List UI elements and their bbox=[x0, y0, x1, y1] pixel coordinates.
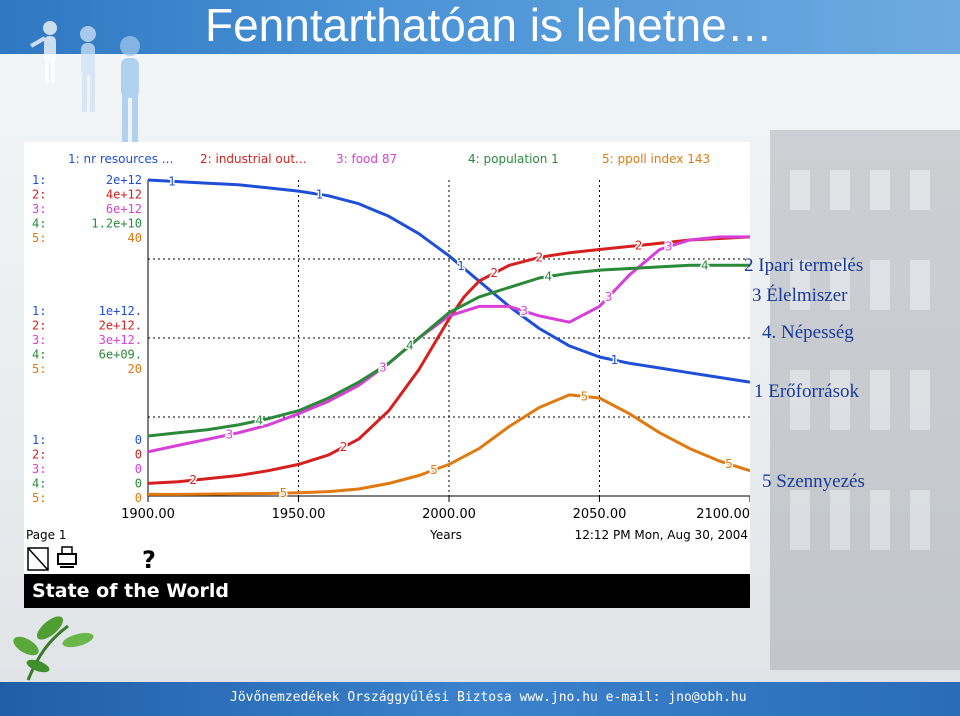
series-line-4 bbox=[147, 263, 750, 438]
series-line-1 bbox=[147, 178, 750, 384]
building-background bbox=[770, 130, 960, 670]
chart-canvas: 1: nr resources ... 2: industrial out... 3… bbox=[26, 152, 750, 574]
side-label-population: 4. Népesség bbox=[762, 322, 854, 343]
scale-value: 6e+12 bbox=[106, 202, 142, 216]
x-axis-label: Years bbox=[429, 528, 462, 542]
timestamp: 12:12 PM Mon, Aug 30, 2004 bbox=[575, 528, 748, 542]
scale-value: 1e+12. bbox=[99, 304, 142, 318]
scale-value: 0 bbox=[135, 477, 142, 491]
scale-prefix: 3: bbox=[32, 333, 46, 347]
x-tick-label: 2000.00 bbox=[422, 507, 476, 522]
series-label-3: 3 bbox=[605, 290, 613, 304]
x-tick-label: 2050.00 bbox=[573, 507, 627, 522]
scale-value: 40 bbox=[128, 231, 142, 245]
series-label-5: 5 bbox=[581, 389, 589, 403]
scale-prefix: 1: bbox=[32, 433, 46, 447]
scale-prefix: 3: bbox=[32, 202, 46, 216]
scale-value: 2e+12 bbox=[106, 173, 142, 187]
scale-prefix: 2: bbox=[32, 188, 46, 202]
series-label-2: 2 bbox=[189, 473, 197, 487]
series-label-1: 1 bbox=[611, 353, 619, 367]
x-tick-label: 2100.00 bbox=[696, 507, 750, 522]
scale-value: 0 bbox=[135, 491, 142, 505]
series-label-5: 5 bbox=[280, 486, 288, 500]
series-line-5 bbox=[148, 393, 750, 496]
scale-value: 3e+12. bbox=[99, 333, 142, 347]
series-label-3: 3 bbox=[520, 304, 528, 318]
series-label-3: 3 bbox=[379, 361, 387, 375]
series-label-4: 4 bbox=[256, 413, 264, 427]
scale-value: 1.2e+10 bbox=[91, 217, 142, 231]
series-label-5: 5 bbox=[725, 457, 733, 471]
scale-prefix: 4: bbox=[32, 477, 46, 491]
series-label-2: 2 bbox=[535, 250, 543, 264]
series-label-1: 1 bbox=[316, 187, 324, 201]
footer-bar: Jövőnemzedékek Országgyűlési Biztosa www… bbox=[0, 682, 960, 716]
series-label-2: 2 bbox=[340, 440, 348, 454]
legend-header-2: 2: industrial out... bbox=[200, 152, 306, 166]
legend-header-1: 1: nr resources ... bbox=[68, 152, 173, 166]
legend-header-4: 4: population 1 bbox=[468, 152, 559, 166]
scale-value: 4e+12 bbox=[106, 188, 142, 202]
x-tick-label: 1900.00 bbox=[121, 507, 175, 522]
scale-prefix: 1: bbox=[32, 173, 46, 187]
series-label-4: 4 bbox=[701, 258, 709, 272]
series-label-4: 4 bbox=[545, 270, 553, 284]
leaf-logo-icon bbox=[13, 616, 94, 681]
slide-title: Fenntarthatóan is lehetne… bbox=[205, 0, 773, 51]
caption-bar: State of the World bbox=[24, 574, 750, 608]
series-label-1: 1 bbox=[457, 259, 465, 273]
chart-title: State of the World bbox=[32, 580, 230, 602]
scale-prefix: 3: bbox=[32, 462, 46, 476]
people-logo-icon bbox=[30, 21, 140, 142]
x-tick-label: 1950.00 bbox=[272, 507, 326, 522]
scale-prefix: 4: bbox=[32, 348, 46, 362]
legend-header-5: 5: ppoll index 143 bbox=[602, 152, 710, 166]
help-icon[interactable]: ? bbox=[142, 546, 156, 574]
scale-prefix: 2: bbox=[32, 448, 46, 462]
legend-header-3: 3: food 87 bbox=[336, 152, 397, 166]
chart-panel: 1: nr resources ... 2: industrial out... 3… bbox=[24, 142, 750, 608]
page-turn-icon[interactable] bbox=[27, 547, 49, 571]
series-line-3 bbox=[147, 235, 750, 454]
footer-text: Jövőnemzedékek Országgyűlési Biztosa www… bbox=[230, 690, 747, 705]
scale-prefix: 5: bbox=[32, 231, 46, 245]
series-label-2: 2 bbox=[490, 266, 498, 280]
series-label-3: 3 bbox=[225, 428, 233, 442]
scale-prefix: 1: bbox=[32, 304, 46, 318]
printer-icon[interactable] bbox=[57, 546, 77, 568]
side-label-food: 3 Élelmiszer bbox=[752, 285, 848, 306]
page-label: Page 1 bbox=[26, 528, 67, 542]
series-label-4: 4 bbox=[406, 339, 414, 353]
series-label-5: 5 bbox=[430, 463, 438, 477]
scale-value: 0 bbox=[135, 448, 142, 462]
series-label-2: 2 bbox=[635, 238, 643, 252]
series-label-1: 1 bbox=[168, 174, 176, 188]
side-label-industrial: 2 Ipari termelés bbox=[744, 255, 864, 276]
scale-value: 0 bbox=[135, 462, 142, 476]
side-label-resources: 1 Erőforrások bbox=[754, 381, 859, 402]
scale-value: 6e+09. bbox=[99, 348, 142, 362]
scale-prefix: 5: bbox=[32, 491, 46, 505]
scale-value: 2e+12. bbox=[99, 319, 142, 333]
scale-value: 20 bbox=[128, 362, 142, 376]
scale-prefix: 5: bbox=[32, 362, 46, 376]
series-label-3: 3 bbox=[665, 240, 673, 254]
scale-value: 0 bbox=[135, 433, 142, 447]
scale-prefix: 2: bbox=[32, 319, 46, 333]
scale-prefix: 4: bbox=[32, 217, 46, 231]
title-bar: Fenntarthatóan is lehetne… bbox=[0, 0, 960, 54]
side-label-pollution: 5 Szennyezés bbox=[762, 471, 865, 492]
